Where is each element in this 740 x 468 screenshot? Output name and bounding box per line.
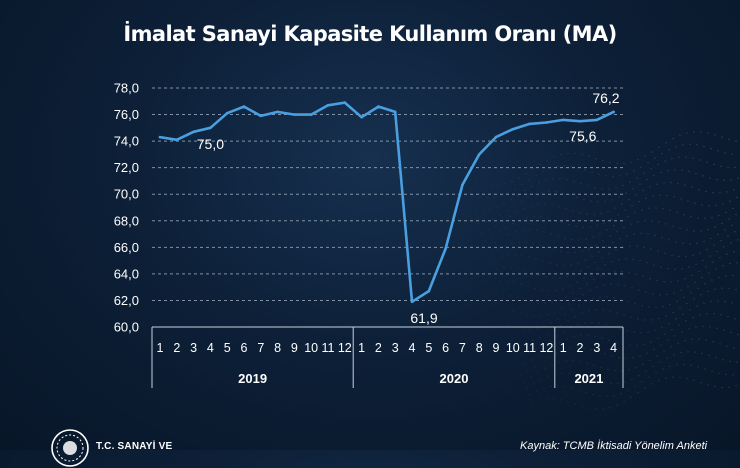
data-point [175,138,179,142]
y-tick-label: 72,0 [114,160,139,175]
data-point [225,111,229,115]
data-point [578,119,582,123]
series-line [158,101,615,304]
month-tick-label: 3 [392,341,399,355]
data-point [158,135,162,139]
data-point [477,153,481,156]
data-point [326,103,330,107]
month-tick-label: 9 [493,341,500,355]
year-label: 2021 [574,371,603,386]
ministry-seal-icon [51,429,89,467]
data-point [343,101,347,104]
data-point [612,110,615,114]
data-point [293,113,296,116]
y-tick-label: 78,0 [114,81,139,96]
data-point [393,110,397,114]
month-tick-label: 6 [241,341,248,355]
data-point [410,300,414,304]
month-tick-label: 12 [338,341,352,355]
month-tick-label: 1 [358,341,365,355]
data-label: 76,2 [592,90,619,106]
y-tick-label: 66,0 [114,240,139,255]
month-tick-label: 8 [274,341,281,355]
month-tick-label: 2 [173,341,180,355]
month-tick-label: 12 [539,341,553,355]
y-tick-label: 70,0 [114,187,139,202]
y-tick-label: 64,0 [114,266,139,281]
month-tick-label: 1 [157,341,164,355]
data-point [276,110,279,114]
data-point [545,121,548,124]
month-tick-label: 9 [291,341,298,355]
month-tick-label: 4 [610,341,617,355]
data-point [192,130,195,134]
month-tick-label: 2 [577,341,584,355]
y-tick-label: 60,0 [114,320,139,335]
data-point [377,105,380,108]
month-tick-label: 6 [442,341,449,355]
month-tick-label: 10 [506,341,520,355]
data-point [461,183,464,187]
y-tick-label: 68,0 [114,213,139,228]
month-tick-label: 1 [560,341,567,355]
year-label: 2019 [238,371,267,386]
month-tick-label: 5 [224,341,231,355]
month-tick-label: 8 [476,341,483,355]
month-tick-label: 4 [207,341,214,355]
data-point [427,289,431,293]
data-point [259,114,263,118]
month-tick-label: 11 [523,341,536,355]
data-point [511,127,515,131]
year-label: 2020 [440,371,469,386]
line-chart: 60,0 62,0 64,0 66,0 68,0 70,0 72,0 74,0 76,0 78,0… [114,81,624,388]
source-note: Kaynak: TCMB İktisadi Yönelim Anketi [520,440,708,452]
data-point [360,115,363,119]
data-point [595,118,599,122]
ministry-logo: T.C. SANAYİ VE [50,428,172,468]
month-tick-label: 2 [375,341,382,355]
month-tick-label: 3 [190,341,197,355]
data-point [309,113,313,116]
y-tick-label: 62,0 [114,293,139,308]
month-tick-label: 3 [593,341,600,355]
background-dot-pattern [469,131,739,410]
data-point [209,126,212,130]
data-point [528,122,531,126]
data-point [242,105,246,108]
chart-title: İmalat Sanayi Kapasite Kullanım Oranı (M… [123,22,617,46]
y-tick-label: 74,0 [114,134,139,149]
month-tick-label: 7 [257,341,264,355]
data-label: 61,9 [410,310,437,326]
y-tick-label: 76,0 [114,107,139,122]
month-tick-label: 5 [425,341,432,355]
logo-text: T.C. SANAYİ VE [96,441,173,452]
data-point [494,135,498,139]
month-tick-label: 7 [459,341,466,355]
data-point [561,118,565,122]
month-tick-label: 11 [322,341,335,355]
month-tick-label: 4 [409,341,416,355]
data-point [444,247,447,250]
data-label: 75,0 [197,136,224,152]
data-label: 75,6 [569,128,596,144]
month-tick-label: 10 [304,341,318,355]
